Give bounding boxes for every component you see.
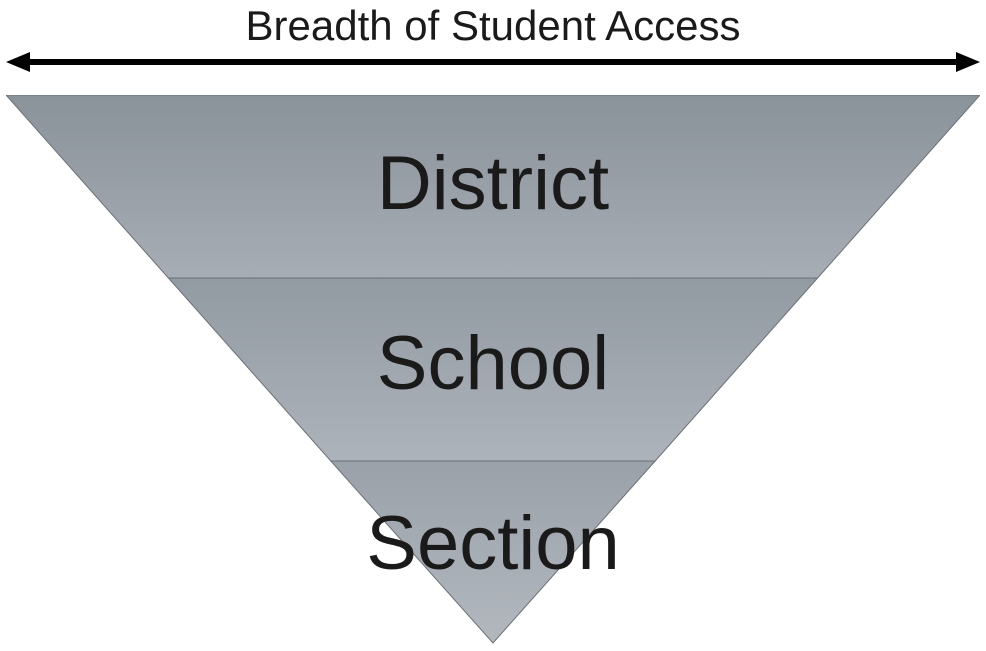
breadth-arrow-icon <box>6 48 980 76</box>
level-label-school: School <box>0 320 986 407</box>
level-label-district: District <box>0 140 986 227</box>
diagram-container: Breadth of Student Access Distri <box>0 0 986 651</box>
diagram-title: Breadth of Student Access <box>0 2 986 50</box>
level-label-section: Section <box>0 500 986 587</box>
